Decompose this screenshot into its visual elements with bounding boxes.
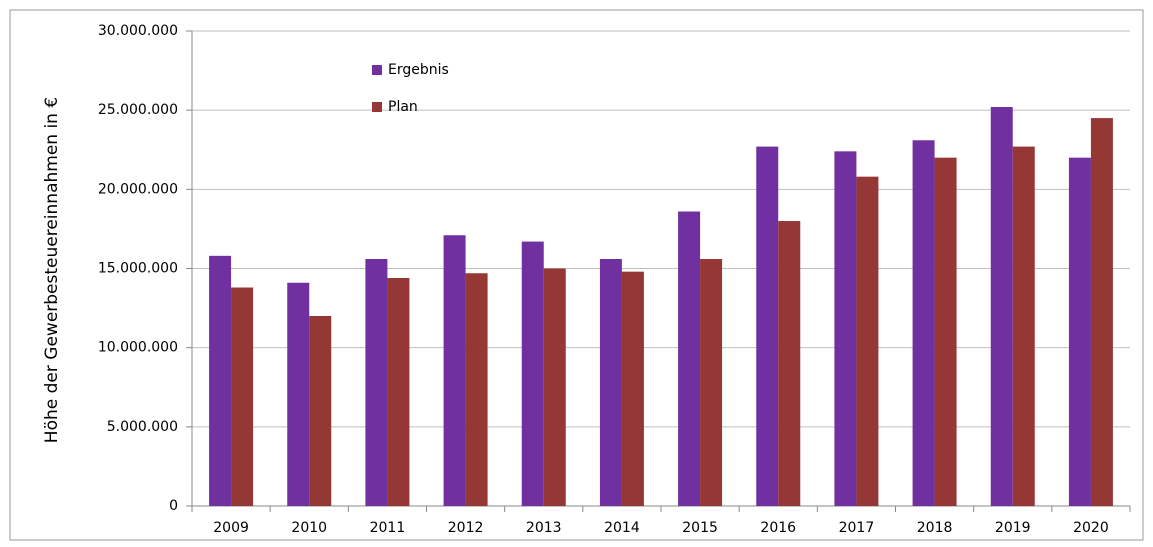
x-tick-label: 2009 xyxy=(213,520,249,536)
bar xyxy=(756,146,779,507)
chart-frame xyxy=(9,9,1144,541)
y-tick-label: 15.000.000 xyxy=(98,261,178,277)
y-tick-label: 25.000.000 xyxy=(98,102,178,118)
x-tick-label: 2013 xyxy=(526,520,562,536)
x-tick-label: 2016 xyxy=(760,520,796,536)
legend-swatch xyxy=(372,65,382,75)
bar xyxy=(678,211,701,506)
y-tick-label: 0 xyxy=(169,498,178,514)
x-tick-label: 2020 xyxy=(1073,520,1109,536)
x-tick-label: 2012 xyxy=(448,520,484,536)
x-tick-label: 2019 xyxy=(995,520,1031,536)
bar xyxy=(287,282,310,506)
bar xyxy=(990,107,1013,506)
legend-swatch xyxy=(372,102,382,112)
bar xyxy=(521,241,544,507)
x-tick-label: 2011 xyxy=(370,520,406,536)
bar xyxy=(778,221,801,506)
x-tick-label: 2014 xyxy=(604,520,640,536)
y-axis-label: Höhe der Gewerbesteuereinnahmen in € xyxy=(42,97,62,443)
bar xyxy=(1068,157,1091,506)
x-tick-label: 2010 xyxy=(291,520,327,536)
bar xyxy=(309,316,332,506)
bar xyxy=(834,151,857,507)
bar xyxy=(856,176,879,506)
x-tick-label: 2017 xyxy=(839,520,875,536)
bar xyxy=(700,259,723,506)
bar xyxy=(912,140,935,506)
bar xyxy=(621,271,644,506)
y-tick-label: 10.000.000 xyxy=(98,340,178,356)
bar xyxy=(599,259,622,506)
y-tick-label: 30.000.000 xyxy=(98,23,178,39)
bar xyxy=(1012,146,1035,507)
bar xyxy=(543,268,566,506)
bar xyxy=(443,235,466,506)
bar xyxy=(387,278,410,506)
x-tick-label: 2018 xyxy=(917,520,953,536)
legend-label: Plan xyxy=(388,99,418,115)
bar xyxy=(1090,118,1113,506)
bar xyxy=(209,255,232,506)
bar xyxy=(231,287,254,506)
bar xyxy=(934,157,957,506)
bar xyxy=(465,273,488,506)
legend-label: Ergebnis xyxy=(388,62,449,78)
x-tick-label: 2015 xyxy=(682,520,718,536)
y-tick-label: 5.000.000 xyxy=(107,419,178,435)
y-tick-label: 20.000.000 xyxy=(98,181,178,197)
bar xyxy=(365,259,388,506)
